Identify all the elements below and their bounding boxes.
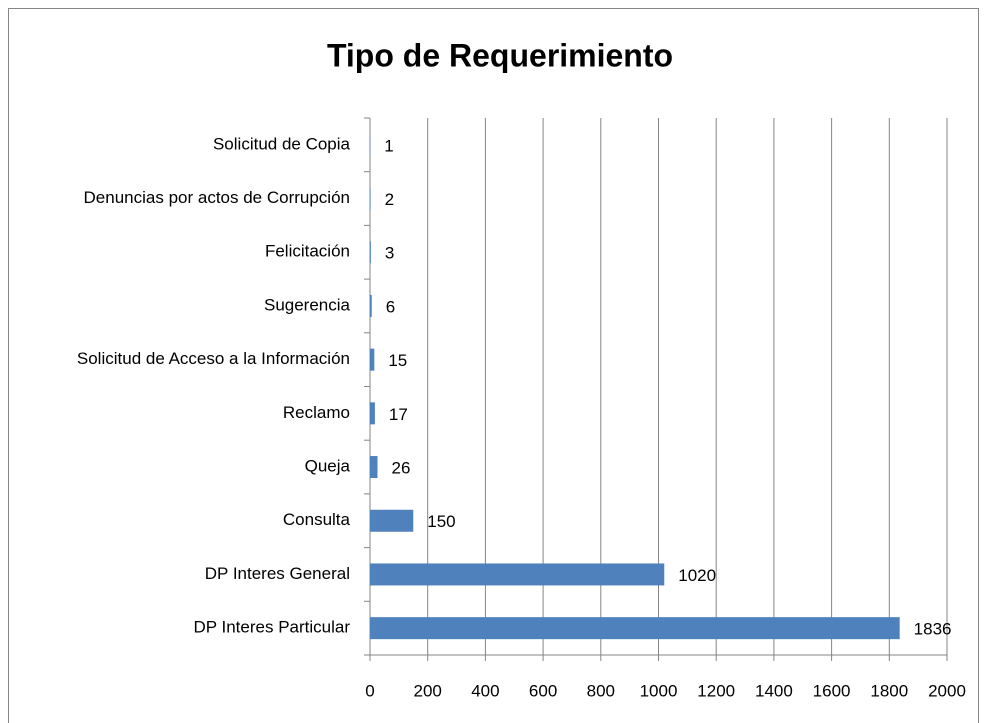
x-tick-label: 800 [587, 681, 615, 700]
y-tick-label: Queja [305, 457, 351, 476]
value-label: 1 [384, 136, 393, 155]
value-label: 1020 [678, 566, 716, 585]
bar [370, 456, 378, 479]
y-tick-label: Reclamo [283, 403, 350, 422]
x-tick-label: 200 [414, 681, 442, 700]
x-tick-label: 1800 [870, 681, 908, 700]
value-label: 26 [392, 459, 411, 478]
value-label: 1836 [914, 620, 952, 639]
x-tick-label: 1000 [640, 681, 678, 700]
bar [370, 187, 371, 210]
bar [370, 348, 375, 371]
bar [370, 617, 900, 640]
x-tick-label: 1200 [697, 681, 735, 700]
y-tick-label: Solicitud de Copia [213, 134, 351, 153]
y-tick-label: Consulta [283, 510, 351, 529]
x-tick-label: 1400 [755, 681, 793, 700]
x-tick-label: 0 [365, 681, 374, 700]
bar [370, 294, 372, 317]
y-tick-label: DP Interes Particular [193, 618, 350, 637]
x-tick-label: 600 [529, 681, 557, 700]
x-tick-label: 400 [471, 681, 499, 700]
value-label: 150 [427, 512, 455, 531]
y-tick-label: DP Interes General [205, 564, 350, 583]
value-label: 17 [389, 405, 408, 424]
bar [370, 563, 665, 586]
y-tick-label: Sugerencia [264, 295, 351, 314]
chart-title: Tipo de Requerimiento [327, 37, 673, 73]
x-tick-label: 2000 [928, 681, 966, 700]
value-label: 15 [388, 351, 407, 370]
x-tick-label: 1600 [813, 681, 851, 700]
bar [370, 402, 375, 425]
value-label: 2 [385, 190, 394, 209]
value-label: 3 [385, 244, 394, 263]
bar [370, 241, 371, 264]
chart-frame [8, 8, 979, 723]
bar [370, 509, 414, 532]
value-label: 6 [386, 297, 395, 316]
y-tick-label: Solicitud de Acceso a la Información [77, 349, 350, 368]
y-tick-label: Felicitación [265, 242, 350, 261]
y-tick-label: Denuncias por actos de Corrupción [84, 188, 350, 207]
